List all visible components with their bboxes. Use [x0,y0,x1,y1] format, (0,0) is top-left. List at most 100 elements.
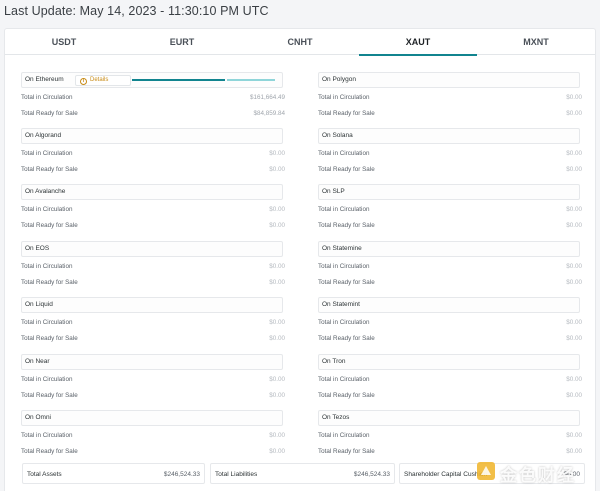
chain-name: On Statemint [322,301,360,308]
chain-name: On SLP [322,188,345,195]
chain-card-eos: On EOS Total in Circulation $0.00 Total R… [21,241,285,297]
circulation-label: Total in Circulation [21,206,73,213]
ready-label: Total Ready for Sale [318,448,375,455]
circulation-label: Total in Circulation [21,94,73,101]
tab-cnht[interactable]: CNHT [287,37,313,47]
circulation-label: Total in Circulation [318,263,370,270]
ready-row: Total Ready for Sale $0.00 [21,448,285,458]
chain-card-avalanche: On Avalanche Total in Circulation $0.00 T… [21,184,285,240]
circulation-value: $0.00 [269,432,285,439]
circulation-label: Total in Circulation [318,206,370,213]
ready-row: Total Ready for Sale $0.00 [318,392,582,402]
tab-xaut[interactable]: XAUT [359,29,477,56]
ready-row: Total Ready for Sale $84,859.84 [21,110,285,120]
chain-name: On Near [25,358,50,365]
ready-value: $0.00 [269,279,285,286]
watermark-logo-icon [477,462,495,480]
ready-value: $0.00 [269,166,285,173]
ready-value: $84,859.84 [253,110,285,117]
shareholder-capital-label: Shareholder Capital Cushion [404,471,488,478]
total-assets-box: Total Assets $246,524.33 [22,463,205,484]
circulation-value: $0.00 [566,94,582,101]
ready-label: Total Ready for Sale [318,110,375,117]
chain-card-tezos: On Tezos Total in Circulation $0.00 Total… [318,410,582,466]
chain-card-near: On Near Total in Circulation $0.00 Total … [21,354,285,410]
circulation-value: $0.00 [566,432,582,439]
circulation-label: Total in Circulation [21,319,73,326]
chain-card-solana: On Solana Total in Circulation $0.00 Tota… [318,128,582,184]
chain-name: On Tron [322,358,346,365]
ready-row: Total Ready for Sale $0.00 [21,222,285,232]
circulation-value: $0.00 [269,319,285,326]
ready-row: Total Ready for Sale $0.00 [21,166,285,176]
ready-row: Total Ready for Sale $0.00 [318,166,582,176]
ready-value: $0.00 [566,448,582,455]
ready-row: Total Ready for Sale $0.00 [318,335,582,345]
chain-card-liquid: On Liquid Total in Circulation $0.00 Tota… [21,297,285,353]
currency-tabs: USDT EURT CNHT XAUT MXNT [5,29,595,56]
circulation-label: Total in Circulation [318,94,370,101]
chain-name: On Solana [322,132,353,139]
chain-name: On Statemine [322,245,362,252]
chain-header: On Tezos [318,410,580,426]
ready-label: Total Ready for Sale [318,166,375,173]
chain-name: On Tezos [322,414,350,421]
chain-header: On Ethereum i Details [21,72,283,88]
shareholder-capital-value: $0.00 [563,471,580,478]
ready-label: Total Ready for Sale [21,335,78,342]
circulation-value: $0.00 [566,263,582,270]
ready-label: Total Ready for Sale [21,392,78,399]
chain-card-algorand: On Algorand Total in Circulation $0.00 To… [21,128,285,184]
chain-card-statemine: On Statemine Total in Circulation $0.00 T… [318,241,582,297]
ready-label: Total Ready for Sale [21,166,78,173]
circulation-value: $0.00 [566,319,582,326]
chain-card-statemint: On Statemint Total in Circulation $0.00 T… [318,297,582,353]
circulation-row: Total in Circulation $0.00 [318,376,582,386]
ready-bar [227,79,275,81]
ready-row: Total Ready for Sale $0.00 [318,448,582,458]
circulation-label: Total in Circulation [21,263,73,270]
chain-card-slp: On SLP Total in Circulation $0.00 Total R… [318,184,582,240]
chain-name: On EOS [25,245,50,252]
circulation-row: Total in Circulation $0.00 [318,94,582,104]
chain-name: On Omni [25,414,52,421]
total-liabilities-box: Total Liabilities $246,524.33 [210,463,395,484]
circulation-row: Total in Circulation $0.00 [318,432,582,442]
circulation-label: Total in Circulation [318,432,370,439]
circulation-value: $0.00 [566,150,582,157]
ready-row: Total Ready for Sale $0.00 [21,335,285,345]
chain-header: On SLP [318,184,580,200]
circulation-row: Total in Circulation $0.00 [21,319,285,329]
total-assets-label: Total Assets [27,471,62,478]
ready-value: $0.00 [269,392,285,399]
chain-name: On Ethereum [25,76,64,83]
chain-header: On Polygon [318,72,580,88]
circulation-row: Total in Circulation $0.00 [21,376,285,386]
watermark: 金色财经 [476,459,586,485]
ready-value: $0.00 [566,222,582,229]
tab-eurt[interactable]: EURT [169,37,195,47]
chain-name: On Liquid [25,301,53,308]
tab-mxnt[interactable]: MXNT [523,37,549,47]
chain-name: On Avalanche [25,188,66,195]
chain-header: On Liquid [21,297,283,313]
circulation-value: $0.00 [269,263,285,270]
ready-label: Total Ready for Sale [21,448,78,455]
chain-name: On Algorand [25,132,62,139]
chain-header: On Algorand [21,128,283,144]
details-label: Details [90,77,109,83]
details-button[interactable]: i Details [75,75,131,86]
circulation-value: $0.00 [566,376,582,383]
ready-value: $0.00 [566,110,582,117]
tab-usdt[interactable]: USDT [51,37,77,47]
total-assets-value: $246,524.33 [163,471,200,478]
circulation-value: $0.00 [566,206,582,213]
circulation-label: Total in Circulation [21,432,73,439]
circulation-row: Total in Circulation $0.00 [318,263,582,273]
total-liabilities-value: $246,524.33 [353,471,390,478]
circulation-row: Total in Circulation $0.00 [318,150,582,160]
ready-value: $0.00 [566,279,582,286]
circulation-value: $0.00 [269,206,285,213]
ready-row: Total Ready for Sale $0.00 [318,279,582,289]
ready-value: $0.00 [269,335,285,342]
